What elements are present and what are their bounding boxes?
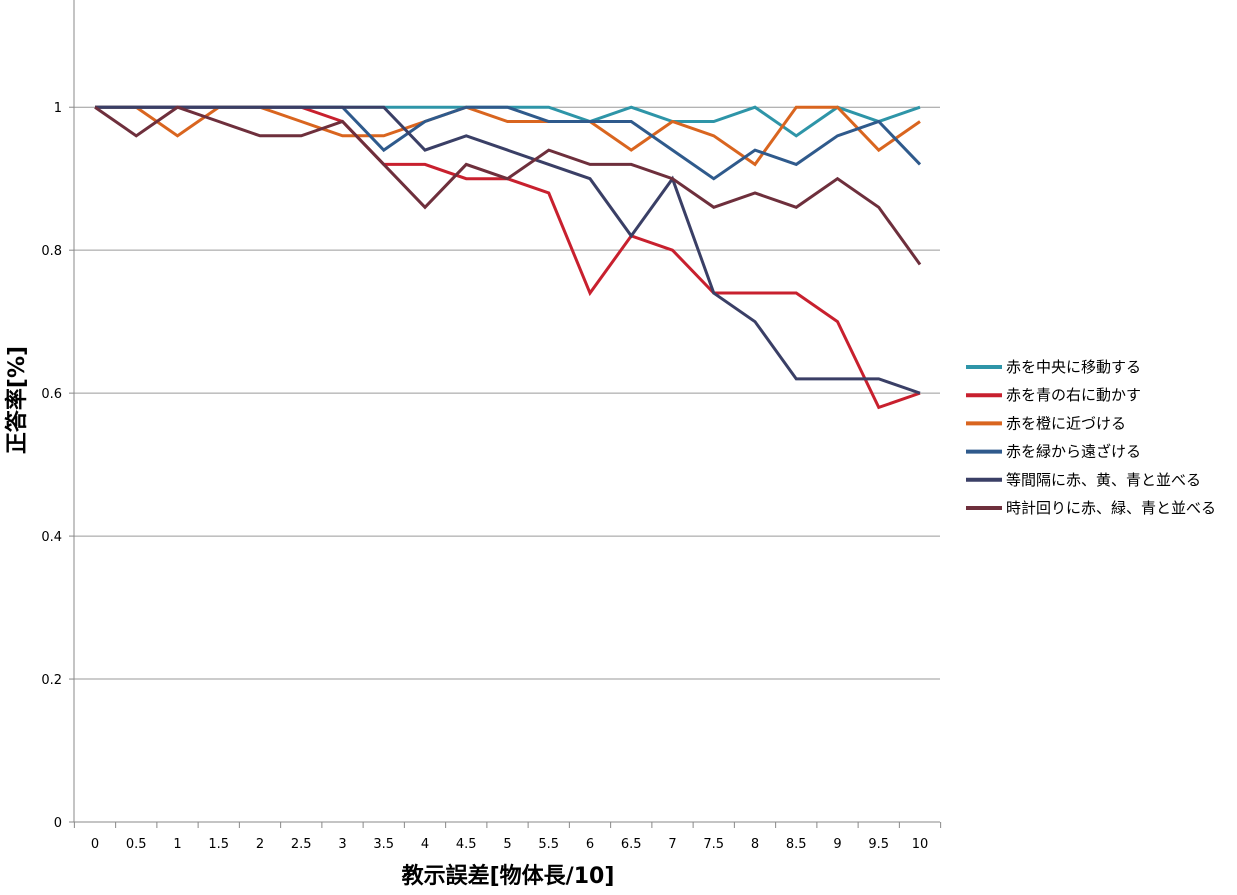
series-line-6 [94,105,922,266]
y-tick-labels: 0 0.2 0.4 0.6 0.8 1 [41,101,62,831]
series-line-4 [95,105,922,181]
x-tick-labels: 0 0.5 1 1.5 2 2.5 3 3.5 4 4.5 5 5.5 6 6.5 7 7.5 8 8.5 9 9.5… [91,837,928,852]
x-tick-label: 9 [833,837,841,852]
x-tick-label: 6 [586,837,594,852]
x-tick-label: 7 [668,837,676,852]
y-tick-label: 0.4 [41,530,62,545]
x-tick-label: 6.5 [621,837,642,852]
x-tick-label: 5 [503,837,511,852]
x-tick-label: 2 [256,837,264,852]
legend-label: 赤を橙に近づける [1006,414,1126,432]
x-axis-title: 教示誤差[物体長/10] [402,863,615,889]
legend-label: 等間隔に赤、黄、青と並べる [1006,471,1201,489]
x-tick-label: 5.5 [538,837,559,852]
legend: 赤を中央に移動する赤を青の右に動かす赤を橙に近づける赤を緑から遠ざける等間隔に赤… [966,358,1216,517]
x-tick-label: 7.5 [703,837,724,852]
y-tick-label: 0.2 [41,673,62,688]
gridlines [74,106,940,680]
y-axis-title: 正答率[%] [4,346,30,454]
axes [69,0,942,828]
x-tick-label: 4.5 [456,837,477,852]
y-tick-label: 0 [54,816,62,831]
x-tick-label: 0.5 [126,837,147,852]
x-tick-label: 1.5 [208,837,229,852]
legend-label: 赤を中央に移動する [1006,358,1141,376]
x-tick-label: 0 [91,837,99,852]
x-tick-label: 8.5 [786,837,807,852]
legend-label: 赤を緑から遠ざける [1006,443,1141,461]
y-tick-label: 0.8 [41,244,62,259]
series-lines [94,105,922,410]
x-tick-label: 9.5 [868,837,889,852]
x-tick-label: 10 [912,837,929,852]
x-tick-label: 3.5 [373,837,394,852]
x-tick-label: 1 [173,837,181,852]
series-line-2 [95,105,921,410]
x-tick-label: 8 [751,837,759,852]
legend-label: 赤を青の右に動かす [1006,386,1141,404]
series-line-5 [95,105,921,395]
x-tick-label: 4 [421,837,429,852]
y-tick-label: 1 [54,101,62,116]
x-tick-label: 2.5 [291,837,312,852]
y-tick-label: 0.6 [41,387,62,402]
legend-label: 時計回りに赤、緑、青と並べる [1006,499,1216,517]
x-tick-label: 3 [338,837,346,852]
